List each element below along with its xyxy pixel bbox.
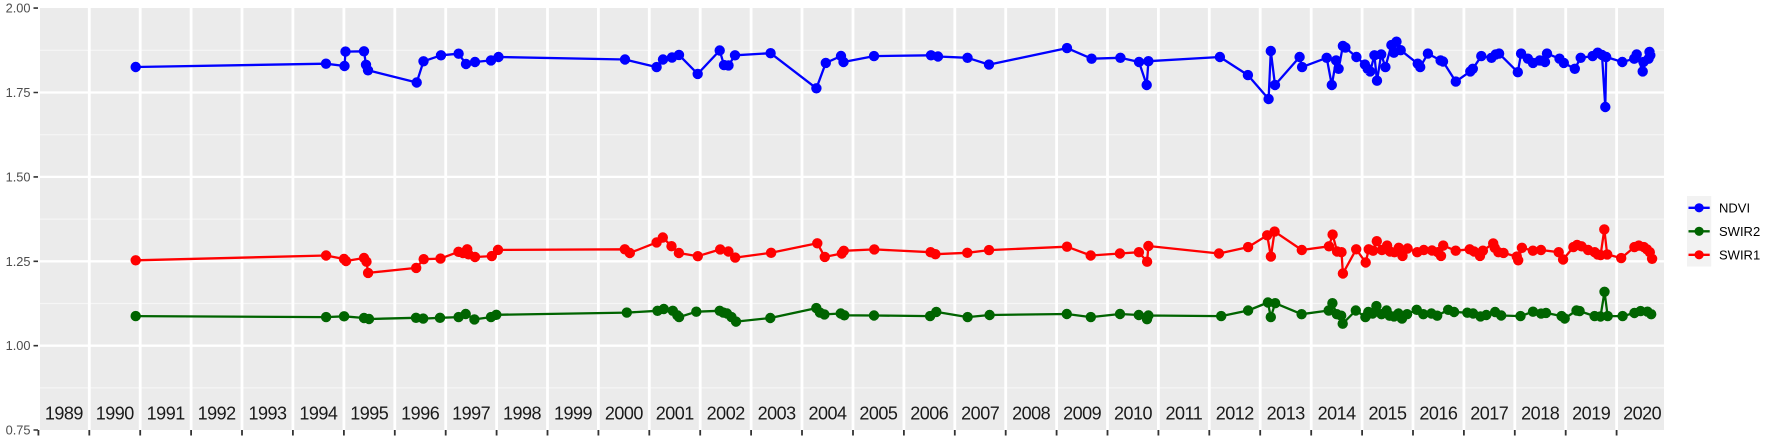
- svg-text:1996: 1996: [401, 404, 440, 424]
- svg-text:1992: 1992: [198, 404, 237, 424]
- svg-text:2009: 2009: [1063, 404, 1102, 424]
- svg-text:2002: 2002: [707, 404, 746, 424]
- svg-text:2014: 2014: [1318, 404, 1357, 424]
- svg-text:2019: 2019: [1572, 404, 1611, 424]
- svg-text:2000: 2000: [605, 404, 644, 424]
- svg-text:1999: 1999: [554, 404, 593, 424]
- svg-text:2012: 2012: [1216, 404, 1255, 424]
- svg-text:2003: 2003: [758, 404, 797, 424]
- svg-text:1995: 1995: [350, 404, 389, 424]
- svg-text:2001: 2001: [656, 404, 695, 424]
- svg-text:1991: 1991: [147, 404, 186, 424]
- svg-text:1989: 1989: [45, 404, 84, 424]
- svg-text:2018: 2018: [1521, 404, 1560, 424]
- svg-text:1993: 1993: [248, 404, 287, 424]
- svg-text:2008: 2008: [1012, 404, 1051, 424]
- svg-text:1990: 1990: [96, 404, 135, 424]
- svg-text:2005: 2005: [859, 404, 898, 424]
- svg-text:2004: 2004: [808, 404, 847, 424]
- svg-text:2017: 2017: [1470, 404, 1509, 424]
- svg-text:2020: 2020: [1623, 404, 1662, 424]
- svg-text:2016: 2016: [1419, 404, 1458, 424]
- svg-text:1.50: 1.50: [6, 169, 31, 184]
- svg-text:2015: 2015: [1368, 404, 1407, 424]
- svg-text:1.00: 1.00: [6, 338, 31, 353]
- svg-text:1.25: 1.25: [6, 254, 31, 269]
- svg-text:NDVI: NDVI: [1719, 200, 1750, 215]
- svg-text:2.00: 2.00: [6, 1, 31, 16]
- svg-text:SWIR1: SWIR1: [1719, 247, 1760, 262]
- svg-text:1997: 1997: [452, 404, 491, 424]
- svg-text:0.75: 0.75: [6, 423, 31, 438]
- svg-text:2007: 2007: [961, 404, 1000, 424]
- svg-text:1994: 1994: [299, 404, 338, 424]
- svg-text:2013: 2013: [1267, 404, 1306, 424]
- svg-text:1998: 1998: [503, 404, 542, 424]
- svg-text:SWIR2: SWIR2: [1719, 224, 1760, 239]
- svg-text:2010: 2010: [1114, 404, 1153, 424]
- svg-text:2006: 2006: [910, 404, 949, 424]
- svg-text:1.75: 1.75: [6, 85, 31, 100]
- svg-text:2011: 2011: [1166, 404, 1203, 424]
